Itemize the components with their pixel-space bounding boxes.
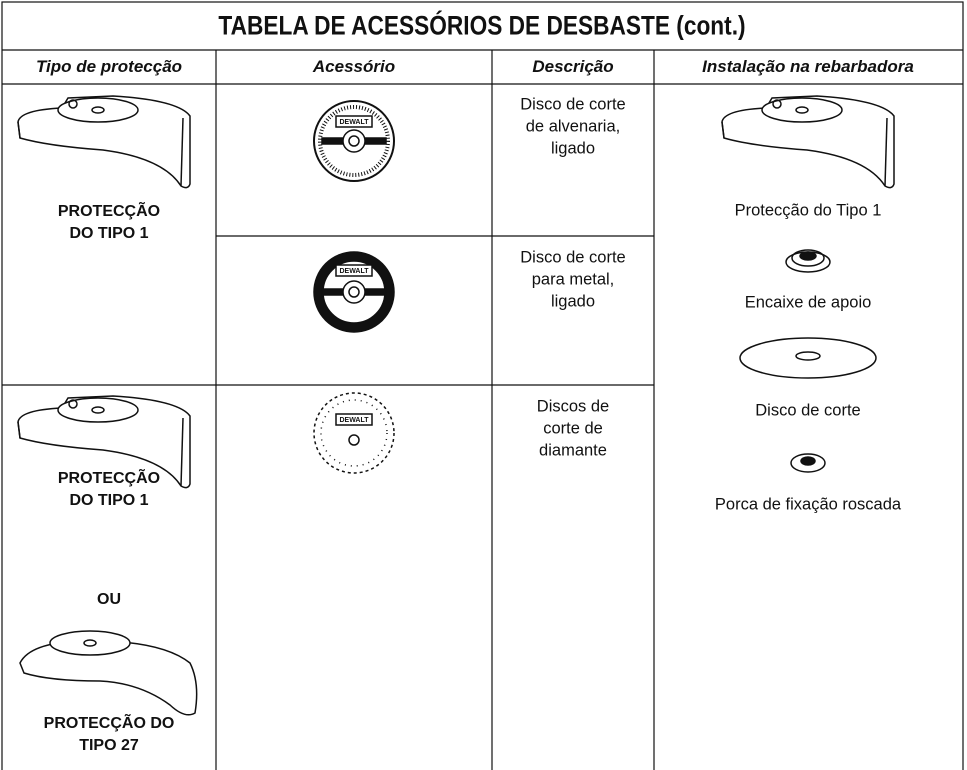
guard-illustration (721, 95, 895, 189)
column-header: Acessório (312, 57, 396, 76)
cutting-disc (739, 337, 877, 379)
description-line: diamante (539, 441, 607, 460)
guard-illustration (17, 95, 191, 189)
guard-label: DO TIPO 1 (69, 225, 149, 242)
installation-label: Encaixe de apoio (744, 293, 872, 312)
guard-label: PROTECÇÃO (57, 470, 161, 487)
brand-label: DEWALT (339, 417, 369, 424)
description-line: ligado (550, 139, 596, 158)
description-line: para metal, (531, 270, 615, 289)
installation-label: Porca de fixação roscada (714, 495, 902, 514)
metal-disc (313, 251, 395, 333)
guard-illustration (19, 630, 198, 716)
lock-nut (790, 453, 826, 473)
description-line: Disco de corte (520, 248, 626, 267)
guard-label: TIPO 27 (79, 737, 139, 754)
guard-label: DO TIPO 1 (69, 492, 149, 509)
description-line: Discos de (536, 397, 610, 416)
guard-label: OU (97, 591, 121, 608)
masonry-disc (313, 100, 395, 182)
description-line: de alvenaria, (525, 117, 621, 136)
column-header: Descrição (532, 57, 614, 76)
column-header: Instalação na rebarbadora (702, 57, 914, 76)
guard-label: PROTECÇÃO (57, 203, 161, 220)
installation-label: Protecção do Tipo 1 (734, 201, 882, 220)
brand-label: DEWALT (339, 268, 369, 275)
description-line: ligado (550, 292, 596, 311)
diamond-disc (313, 392, 395, 474)
table-title: TABELA DE ACESSÓRIOS DE DESBASTE (cont.) (218, 10, 746, 41)
description-line: Disco de corte (520, 95, 626, 114)
brand-label: DEWALT (339, 119, 369, 126)
column-header: Tipo de protecção (35, 57, 183, 76)
guard-label: PROTECÇÃO DO (43, 715, 175, 732)
description-line: corte de (543, 419, 603, 438)
backing-flange (785, 249, 831, 273)
installation-label: Disco de corte (755, 401, 861, 420)
